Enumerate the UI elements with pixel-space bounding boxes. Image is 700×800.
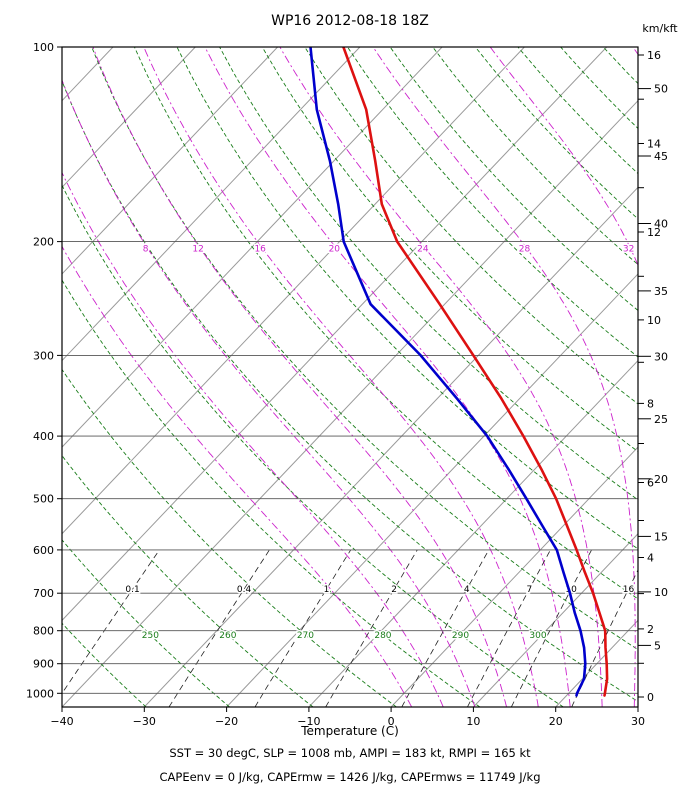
svg-text:15: 15 bbox=[654, 530, 668, 543]
svg-text:28: 28 bbox=[519, 244, 531, 254]
svg-text:900: 900 bbox=[33, 658, 54, 671]
svg-text:1: 1 bbox=[324, 585, 330, 595]
svg-text:7: 7 bbox=[526, 585, 532, 595]
svg-text:1000: 1000 bbox=[26, 687, 54, 700]
svg-text:32: 32 bbox=[623, 244, 634, 254]
svg-text:30: 30 bbox=[654, 350, 668, 363]
svg-text:200: 200 bbox=[33, 236, 54, 249]
chart-title: WP16 2012-08-18 18Z bbox=[271, 13, 429, 29]
svg-text:100: 100 bbox=[33, 41, 54, 54]
svg-text:0: 0 bbox=[388, 715, 395, 728]
svg-text:700: 700 bbox=[33, 587, 54, 600]
svg-text:16: 16 bbox=[623, 585, 635, 595]
mixing-ratio-gridlines bbox=[62, 549, 638, 707]
svg-text:4: 4 bbox=[464, 585, 470, 595]
svg-text:8: 8 bbox=[647, 397, 654, 410]
svg-text:12: 12 bbox=[192, 244, 203, 254]
svg-text:20: 20 bbox=[654, 473, 668, 486]
svg-text:260: 260 bbox=[219, 631, 236, 641]
svg-text:0.1: 0.1 bbox=[125, 585, 139, 595]
svg-text:0: 0 bbox=[647, 691, 654, 704]
svg-text:280: 280 bbox=[374, 631, 391, 641]
svg-text:16: 16 bbox=[254, 244, 266, 254]
x-axis-title: Temperature (C) bbox=[301, 724, 399, 738]
footer-line-1: SST = 30 degC, SLP = 1008 mb, AMPI = 183… bbox=[169, 746, 531, 760]
height-axis-title: km/kft bbox=[642, 22, 678, 35]
dewpoint-curve bbox=[309, 47, 587, 697]
footer-line-2: CAPEenv = 0 J/kg, CAPErmw = 1426 J/kg, C… bbox=[159, 770, 541, 784]
svg-text:2: 2 bbox=[391, 585, 397, 595]
svg-text:20: 20 bbox=[329, 244, 341, 254]
isobar-gridlines bbox=[62, 47, 638, 694]
svg-text:250: 250 bbox=[142, 631, 159, 641]
svg-text:−40: −40 bbox=[50, 715, 73, 728]
moist-adiabat-gridlines bbox=[62, 47, 638, 707]
svg-text:800: 800 bbox=[33, 625, 54, 638]
svg-text:12: 12 bbox=[647, 226, 661, 239]
svg-text:10: 10 bbox=[654, 586, 668, 599]
svg-text:8: 8 bbox=[143, 244, 149, 254]
temperature-curve bbox=[342, 47, 609, 697]
svg-text:30: 30 bbox=[631, 715, 645, 728]
svg-text:−30: −30 bbox=[133, 715, 156, 728]
svg-text:45: 45 bbox=[654, 150, 668, 163]
svg-text:−20: −20 bbox=[215, 715, 238, 728]
svg-text:35: 35 bbox=[654, 285, 668, 298]
svg-text:600: 600 bbox=[33, 544, 54, 557]
svg-text:270: 270 bbox=[297, 631, 314, 641]
svg-text:10: 10 bbox=[466, 715, 480, 728]
svg-text:10: 10 bbox=[647, 314, 661, 327]
svg-text:5: 5 bbox=[654, 639, 661, 652]
svg-text:2: 2 bbox=[647, 623, 654, 636]
svg-text:25: 25 bbox=[654, 413, 668, 426]
svg-text:400: 400 bbox=[33, 430, 54, 443]
dry-adiabat-gridlines bbox=[62, 47, 638, 707]
svg-text:20: 20 bbox=[549, 715, 563, 728]
svg-text:0.4: 0.4 bbox=[237, 585, 252, 595]
svg-text:50: 50 bbox=[654, 83, 668, 96]
svg-text:4: 4 bbox=[647, 552, 654, 565]
svg-text:16: 16 bbox=[647, 49, 661, 62]
svg-text:6: 6 bbox=[647, 476, 654, 489]
isotherm-gridlines bbox=[62, 47, 638, 707]
svg-text:300: 300 bbox=[529, 631, 546, 641]
svg-text:−10: −10 bbox=[297, 715, 320, 728]
svg-text:500: 500 bbox=[33, 493, 54, 506]
svg-text:300: 300 bbox=[33, 349, 54, 362]
svg-text:40: 40 bbox=[654, 217, 668, 230]
svg-text:14: 14 bbox=[647, 137, 661, 150]
svg-text:290: 290 bbox=[452, 631, 469, 641]
svg-text:24: 24 bbox=[417, 244, 429, 254]
